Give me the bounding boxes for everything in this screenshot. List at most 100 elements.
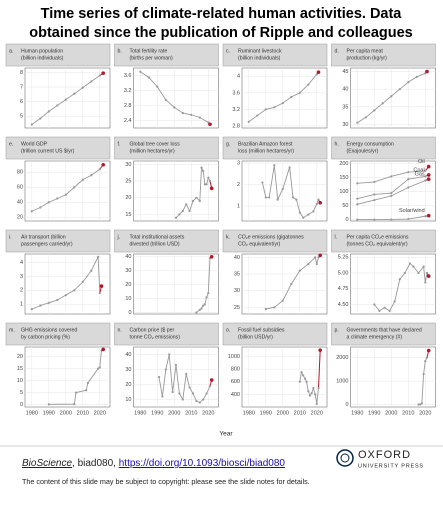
latest-point: [101, 162, 105, 167]
x-tick-label: 2020: [419, 410, 431, 416]
x-tick-label: 1980: [134, 410, 146, 416]
latest-point: [318, 200, 323, 205]
y-tick-label: 4: [20, 260, 23, 266]
point: [273, 106, 276, 109]
y-tick-label: 40: [342, 87, 348, 93]
y-tick-label: 40: [125, 254, 131, 260]
point: [273, 164, 276, 167]
latest-segment: [318, 350, 321, 389]
panel-title: passengers carried/yr): [21, 241, 73, 247]
copyright-note: The content of this slide may be subject…: [22, 477, 310, 486]
point: [356, 121, 359, 124]
point: [307, 390, 310, 393]
point: [356, 218, 359, 221]
panel-header: [331, 322, 436, 346]
doi-link[interactable]: https://doi.org/10.1093/biosci/biad080: [119, 458, 286, 469]
point: [188, 209, 191, 213]
latest-point: [426, 213, 431, 218]
point: [195, 196, 198, 199]
point: [98, 291, 101, 295]
point: [281, 187, 284, 190]
point: [298, 211, 301, 214]
panel-header: [5, 322, 111, 346]
point: [417, 271, 420, 275]
y-tick-label: 3: [20, 274, 23, 280]
point: [264, 307, 267, 311]
panel: e. World GDP(trillion current US $/yr) 20 4…: [5, 136, 111, 222]
point: [205, 296, 208, 299]
point: [300, 371, 303, 374]
point: [373, 198, 376, 202]
plot-area: [241, 346, 328, 408]
y-tick-label: 3.6: [232, 90, 240, 96]
point: [298, 269, 301, 272]
point: [308, 394, 312, 397]
point: [203, 183, 206, 186]
y-tick-label: 20: [125, 382, 131, 388]
journal: BioScience: [22, 458, 72, 469]
point: [407, 178, 410, 181]
point: [185, 372, 188, 376]
x-tick-label: 2000: [277, 410, 289, 416]
point: [81, 178, 84, 181]
y-tick-label: 3: [237, 161, 240, 167]
y-tick-label: 0: [345, 217, 348, 223]
panel-title: Per capita CO₂e emissions: [347, 234, 409, 240]
point: [178, 392, 181, 395]
publisher-sub: UNIVERSITY PRESS: [358, 463, 424, 469]
point: [424, 215, 427, 218]
panel-letter: c.: [226, 48, 230, 54]
latest-point: [208, 122, 212, 127]
point: [181, 111, 184, 115]
x-tick-label: 1990: [43, 410, 55, 416]
point: [422, 372, 425, 376]
series-line: [158, 354, 211, 404]
point: [390, 175, 393, 178]
point: [47, 403, 50, 406]
point: [97, 255, 100, 258]
panel-header: [331, 136, 436, 160]
point: [424, 281, 427, 284]
point: [314, 393, 317, 396]
panel-title: (million hectares/yr): [130, 148, 176, 154]
point: [191, 199, 195, 203]
point: [415, 75, 418, 78]
panel: c. Ruminant livestock(billion individuals…: [222, 43, 328, 129]
point: [310, 392, 313, 395]
y-tick-label: 2.8: [232, 123, 240, 129]
y-tick-label: 4: [237, 74, 240, 80]
latest-point: [316, 70, 321, 74]
point: [171, 390, 174, 394]
plot-area: [241, 253, 328, 315]
point: [73, 92, 76, 95]
point: [290, 95, 293, 99]
latest-point: [318, 253, 323, 258]
panel: l. Per capita CO₂e emissions(tonnes CO₂ e…: [331, 229, 436, 315]
y-tick-label: 2.8: [124, 103, 132, 109]
point: [181, 398, 184, 401]
title-line: Time series of climate-related human act…: [41, 6, 403, 22]
panel-title: CO₂e emissions (gigatonnes: [238, 234, 304, 240]
point: [168, 353, 171, 356]
point: [173, 106, 176, 109]
point: [291, 196, 295, 199]
y-tick-label: 20: [125, 195, 131, 201]
y-tick-label: 5.25: [338, 255, 349, 261]
point: [97, 367, 100, 370]
y-tick-label: 1000: [228, 354, 240, 360]
point: [264, 108, 267, 111]
panel-header: [114, 229, 219, 253]
point: [390, 95, 393, 98]
y-tick-label: 0: [345, 402, 348, 408]
point: [390, 218, 393, 221]
x-tick-label: 1980: [351, 410, 363, 416]
point: [202, 398, 205, 401]
y-tick-label: 45: [342, 69, 348, 75]
panel-title: (billion individuals): [238, 55, 281, 61]
plot-area: [350, 346, 436, 408]
panel-header: [331, 43, 436, 67]
point: [276, 198, 279, 201]
